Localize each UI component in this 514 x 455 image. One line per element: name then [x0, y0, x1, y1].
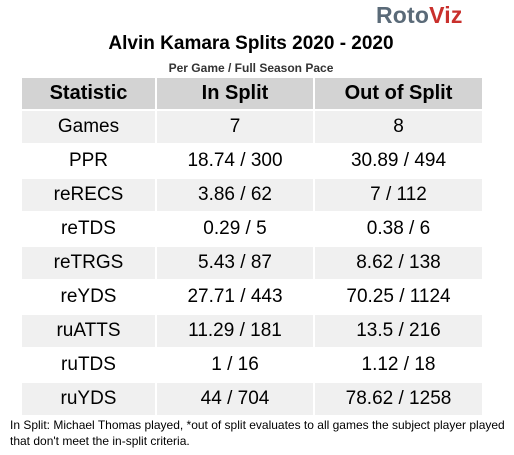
stat-name-cell: Games — [22, 111, 155, 143]
header-in-split: In Split — [157, 78, 313, 109]
table-row: reYDS 27.71 / 443 70.25 / 1124 — [22, 281, 482, 313]
in-split-cell: 27.71 / 443 — [157, 281, 313, 313]
table-row: ruTDS 1 / 16 1.12 / 18 — [22, 349, 482, 381]
table-row: reRECS 3.86 / 62 7 / 112 — [22, 179, 482, 211]
out-of-split-cell: 0.38 / 6 — [315, 213, 482, 245]
out-of-split-cell: 8 — [315, 111, 482, 143]
table-row: ruATTS 11.29 / 181 13.5 / 216 — [22, 315, 482, 347]
header-statistic: Statistic — [22, 78, 155, 109]
out-of-split-cell: 1.12 / 18 — [315, 349, 482, 381]
in-split-cell: 44 / 704 — [157, 383, 313, 415]
table-row: Games 7 8 — [22, 111, 482, 143]
out-of-split-cell: 13.5 / 216 — [315, 315, 482, 347]
stat-name-cell: reTRGS — [22, 247, 155, 279]
table-row: PPR 18.74 / 300 30.89 / 494 — [22, 145, 482, 177]
out-of-split-cell: 70.25 / 1124 — [315, 281, 482, 313]
page-subtitle: Per Game / Full Season Pace — [168, 61, 334, 75]
stat-name-cell: ruYDS — [22, 383, 155, 415]
splits-table: Statistic In Split Out of Split Games 7 … — [20, 76, 484, 417]
stat-name-cell: reRECS — [22, 179, 155, 211]
in-split-cell: 5.43 / 87 — [157, 247, 313, 279]
table-row: reTRGS 5.43 / 87 8.62 / 138 — [22, 247, 482, 279]
logo-text-viz: Viz — [429, 2, 463, 28]
stat-name-cell: ruTDS — [22, 349, 155, 381]
in-split-cell: 11.29 / 181 — [157, 315, 313, 347]
out-of-split-cell: 30.89 / 494 — [315, 145, 482, 177]
table-header-row: Statistic In Split Out of Split — [22, 78, 482, 109]
in-split-cell: 18.74 / 300 — [157, 145, 313, 177]
in-split-cell: 1 / 16 — [157, 349, 313, 381]
stat-name-cell: ruATTS — [22, 315, 155, 347]
stat-name-cell: reTDS — [22, 213, 155, 245]
stat-name-cell: reYDS — [22, 281, 155, 313]
in-split-cell: 3.86 / 62 — [157, 179, 313, 211]
in-split-cell: 7 — [157, 111, 313, 143]
out-of-split-cell: 8.62 / 138 — [315, 247, 482, 279]
stat-name-cell: PPR — [22, 145, 155, 177]
page-title: Alvin Kamara Splits 2020 - 2020 — [108, 33, 394, 54]
out-of-split-cell: 7 / 112 — [315, 179, 482, 211]
table-row: reTDS 0.29 / 5 0.38 / 6 — [22, 213, 482, 245]
table-row: ruYDS 44 / 704 78.62 / 1258 — [22, 383, 482, 415]
logo-text-roto: Roto — [376, 2, 430, 28]
footnote: In Split: Michael Thomas played, *out of… — [10, 418, 505, 448]
rotoviz-logo: Roto Viz — [376, 2, 463, 29]
header-out-of-split: Out of Split — [315, 78, 482, 109]
out-of-split-cell: 78.62 / 1258 — [315, 383, 482, 415]
in-split-cell: 0.29 / 5 — [157, 213, 313, 245]
